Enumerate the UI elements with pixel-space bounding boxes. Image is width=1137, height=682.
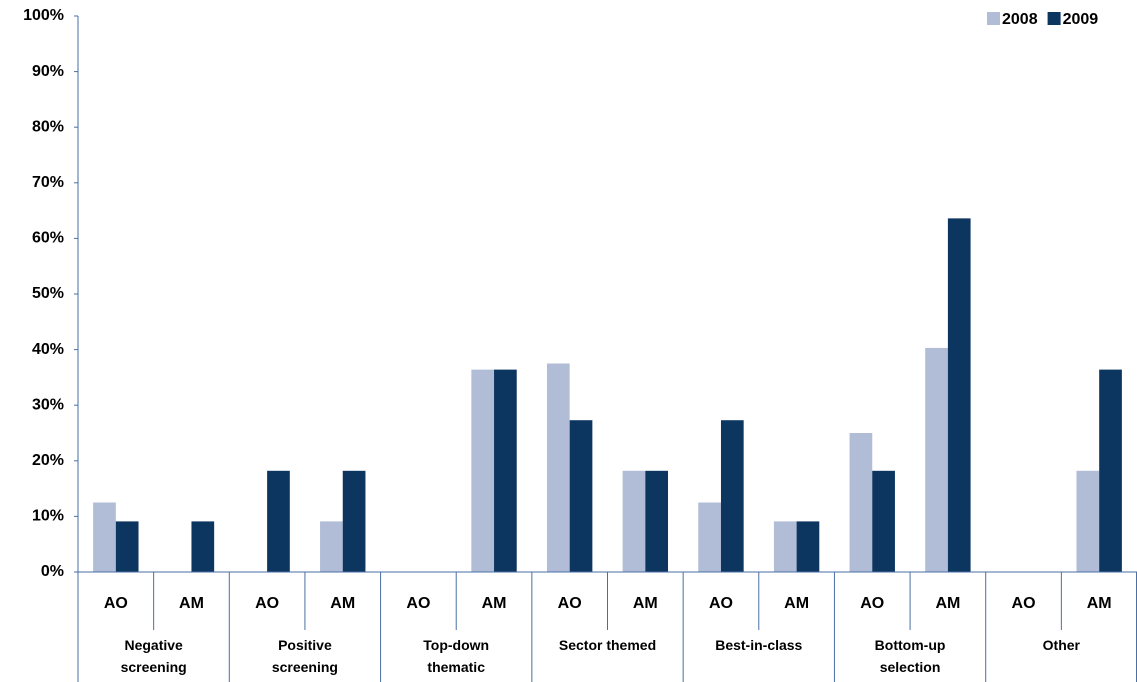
bar — [872, 470, 895, 572]
x-tick-label: AM — [784, 595, 809, 612]
x-tick-label: AO — [1012, 595, 1036, 612]
bar — [720, 420, 744, 572]
bar — [494, 369, 517, 572]
legend-swatch — [987, 12, 1000, 25]
group-label: Best-in-class — [715, 637, 803, 653]
x-tick-label: AO — [558, 595, 582, 612]
x-tick-label: AM — [482, 595, 507, 612]
group-label: Negative screening — [120, 637, 187, 675]
y-tick-label: 30% — [32, 396, 64, 413]
bar — [1076, 470, 1100, 572]
y-tick-label: 70% — [32, 174, 64, 191]
x-tick-label: AM — [179, 595, 204, 612]
y-tick-label: 80% — [32, 118, 64, 135]
x-tick-label: AO — [255, 595, 279, 612]
bar — [796, 521, 820, 572]
bar — [93, 502, 116, 572]
bar — [645, 470, 669, 572]
bar — [569, 420, 593, 572]
x-tick-label: AM — [1087, 595, 1112, 612]
group-label: Positive screening — [271, 637, 338, 675]
bar — [471, 369, 495, 572]
x-tick-label: AM — [330, 595, 355, 612]
bar — [320, 521, 343, 572]
x-tick-label: AM — [935, 595, 960, 612]
group-label: Top-down thematic — [423, 637, 490, 675]
y-tick-label: 10% — [32, 508, 64, 525]
bar — [925, 347, 948, 572]
y-tick-label: 60% — [32, 230, 64, 247]
legend-label: 2008 — [1002, 11, 1038, 28]
legend-label: 2009 — [1063, 11, 1099, 28]
bar — [849, 433, 873, 572]
y-tick-label: 100% — [23, 7, 64, 24]
bar — [546, 363, 570, 572]
y-tick-label: 20% — [32, 452, 64, 469]
bar — [947, 218, 971, 572]
y-tick-label: 50% — [32, 285, 64, 302]
y-tick-label: 40% — [32, 341, 64, 358]
x-tick-label: AM — [633, 595, 658, 612]
x-tick-label: AO — [709, 595, 733, 612]
group-label: Bottom-up selection — [874, 637, 946, 675]
legend-swatch — [1047, 12, 1061, 25]
bar — [191, 521, 215, 572]
group-label: Other — [1042, 637, 1081, 653]
bar — [267, 470, 290, 572]
bar — [622, 470, 646, 572]
bar — [773, 521, 797, 572]
y-tick-label: 0% — [41, 563, 64, 580]
x-tick-label: AO — [104, 595, 128, 612]
bar — [342, 470, 366, 572]
x-tick-label: AO — [860, 595, 884, 612]
bar — [115, 521, 139, 572]
bar — [1099, 369, 1122, 572]
y-tick-label: 90% — [32, 63, 64, 80]
bar — [698, 502, 721, 572]
group-label: Sector themed — [558, 637, 657, 653]
x-tick-label: AO — [406, 595, 430, 612]
